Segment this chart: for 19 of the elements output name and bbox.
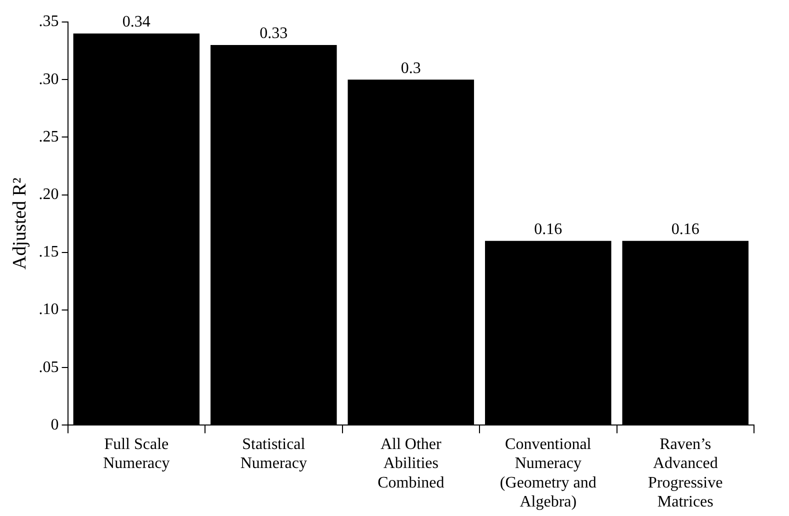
x-tick-label: All Other Abilities Combined <box>378 436 444 492</box>
y-axis-title: Adjusted R² <box>9 177 30 270</box>
y-tick-label: .05 <box>38 358 59 376</box>
x-tick-label: Statistical Numeracy <box>240 436 307 472</box>
x-tick-label: Raven’s Advanced Progressive Matrices <box>648 436 723 511</box>
x-tick-label: Conventional Numeracy (Geometry and Algebra) <box>500 436 596 511</box>
y-tick-label: .15 <box>38 244 59 261</box>
y-tick-label: .30 <box>38 70 59 88</box>
y-tick-label: .35 <box>38 13 59 30</box>
data-label: 0.16 <box>671 221 700 238</box>
y-tick-label: .25 <box>38 128 59 146</box>
y-tick-label: 0 <box>50 416 59 434</box>
x-tick-label: Full Scale Numeracy <box>103 436 170 472</box>
data-label: 0.3 <box>400 60 421 77</box>
y-tick-label: .20 <box>38 186 59 204</box>
data-label: 0.34 <box>122 14 150 31</box>
y-tick-label: .10 <box>38 301 59 318</box>
data-label: 0.16 <box>534 221 562 238</box>
data-label: 0.33 <box>260 25 288 42</box>
